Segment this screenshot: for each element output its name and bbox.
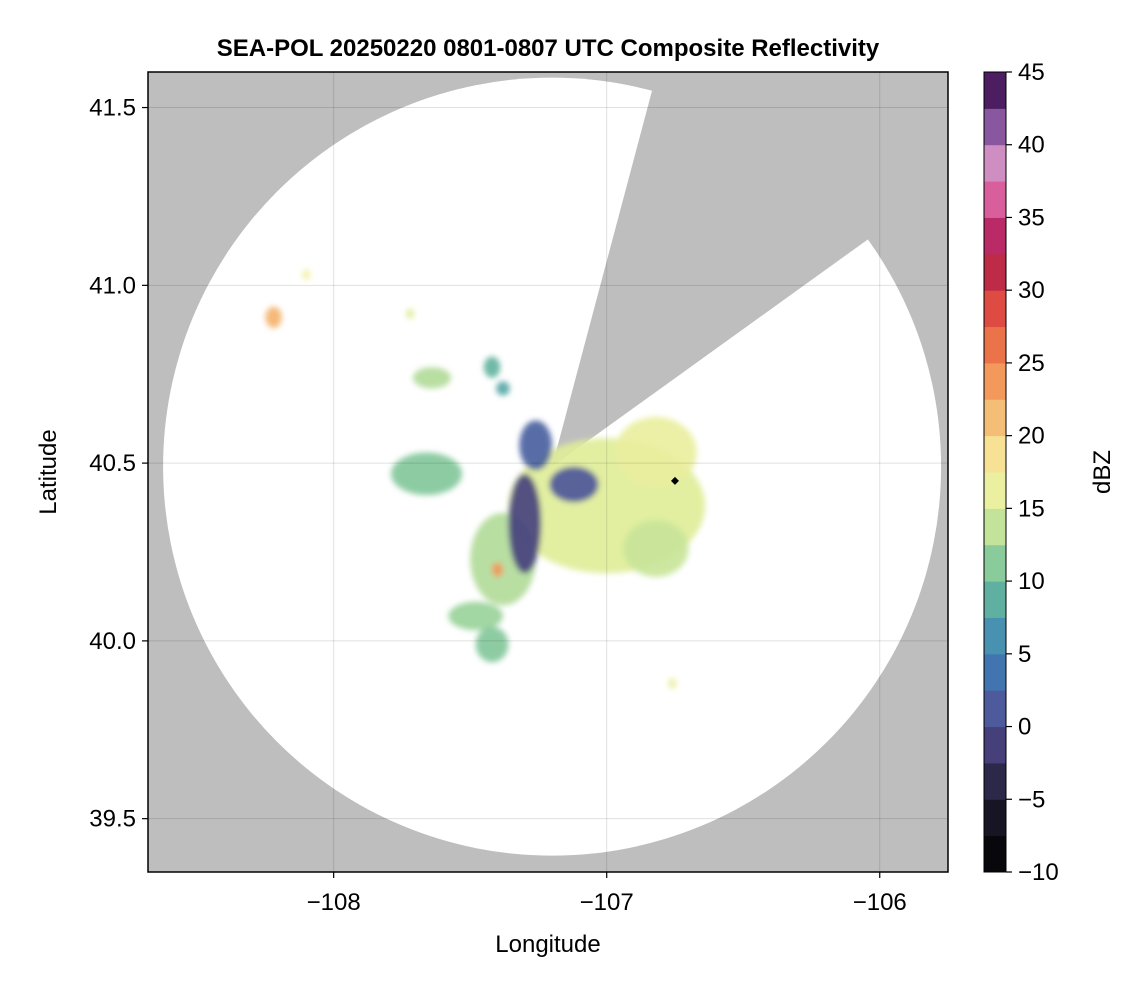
colorbar-bin xyxy=(984,144,1006,182)
echo-layer xyxy=(265,269,705,689)
colorbar-bin xyxy=(984,653,1006,691)
x-axis-label: Longitude xyxy=(495,931,600,958)
plot-frame xyxy=(147,71,949,873)
y-axis-label: Latitude xyxy=(35,429,62,514)
colorbar-tick-label: 15 xyxy=(1018,495,1045,522)
colorbar-tick-label: 40 xyxy=(1018,132,1045,159)
x-tick-label: −106 xyxy=(853,889,907,916)
echo-region-north-scatter-b xyxy=(483,356,501,378)
colorbar-tick-label: 35 xyxy=(1018,204,1045,231)
y-tick-label: 41.5 xyxy=(89,95,136,122)
colorbar-tick-label: −5 xyxy=(1018,786,1045,813)
chart-title: SEA-POL 20250220 0801-0807 UTC Composite… xyxy=(217,35,880,62)
echo-region-isolated-nw-b xyxy=(302,269,311,280)
colorbar-tick-label: 0 xyxy=(1018,714,1031,741)
colorbar-tick-label: 10 xyxy=(1018,568,1045,595)
echo-region-southeast-cell xyxy=(623,520,689,577)
colorbar-tick-label: −10 xyxy=(1018,859,1059,886)
echo-region-north-east-cell xyxy=(614,416,697,489)
colorbar-bin xyxy=(984,508,1006,546)
echo-region-north-scatter-a xyxy=(412,367,452,389)
echo-region-isolated-se xyxy=(668,678,677,689)
colorbar-bin xyxy=(984,544,1006,582)
colorbar-bin xyxy=(984,435,1006,473)
colorbar-bin xyxy=(984,835,1006,873)
colorbar-bin xyxy=(984,253,1006,291)
colorbar-bin xyxy=(984,362,1006,400)
x-tick-label: −108 xyxy=(307,889,361,916)
colorbar-bin xyxy=(984,762,1006,800)
y-tick-label: 40.5 xyxy=(89,450,136,477)
colorbar-bin xyxy=(984,799,1006,837)
echo-region-hot-spot xyxy=(492,562,503,577)
colorbar-bin xyxy=(984,72,1006,109)
colorbar-bin xyxy=(984,217,1006,255)
colorbar-bin xyxy=(984,326,1006,364)
echo-region-far-south-cell xyxy=(475,626,509,663)
colorbar-tick-label: 30 xyxy=(1018,277,1045,304)
echo-region-near-north-cell xyxy=(519,420,553,471)
colorbar-bin xyxy=(984,581,1006,618)
echo-region-west-cell xyxy=(391,452,462,496)
colorbar-frame xyxy=(983,71,1007,873)
colorbar-bin xyxy=(984,472,1006,509)
colorbar-bin xyxy=(984,290,1006,328)
colorbar-bin xyxy=(984,181,1006,218)
x-tick-label: −107 xyxy=(580,889,634,916)
colorbar-bin xyxy=(984,399,1006,437)
y-tick-label: 39.5 xyxy=(89,806,136,833)
y-tick-label: 41.0 xyxy=(89,272,136,299)
colorbar-bin xyxy=(984,108,1006,146)
echo-region-north-scatter-c xyxy=(496,381,510,396)
radar-marker xyxy=(670,476,679,485)
echo-region-isolated-nw-a xyxy=(265,306,282,329)
echo-region-center-low-echo xyxy=(549,466,599,503)
echo-region-isolated-n xyxy=(406,308,415,320)
echo-region-south-cluster xyxy=(448,601,503,631)
colorbar-tick-label: 45 xyxy=(1018,59,1045,86)
colorbar-bin xyxy=(984,690,1006,728)
colorbar-bin xyxy=(984,617,1006,655)
echo-region-low-echo-band xyxy=(508,473,542,574)
colorbar-label: dBZ xyxy=(1089,450,1116,494)
blocked-sector xyxy=(552,72,901,467)
colorbar-bin xyxy=(984,726,1006,764)
colorbar-tick-label: 5 xyxy=(1018,641,1031,668)
colorbar-tick-label: 20 xyxy=(1018,423,1045,450)
colorbar-tick-label: 25 xyxy=(1018,350,1045,377)
y-tick-label: 40.0 xyxy=(89,628,136,655)
